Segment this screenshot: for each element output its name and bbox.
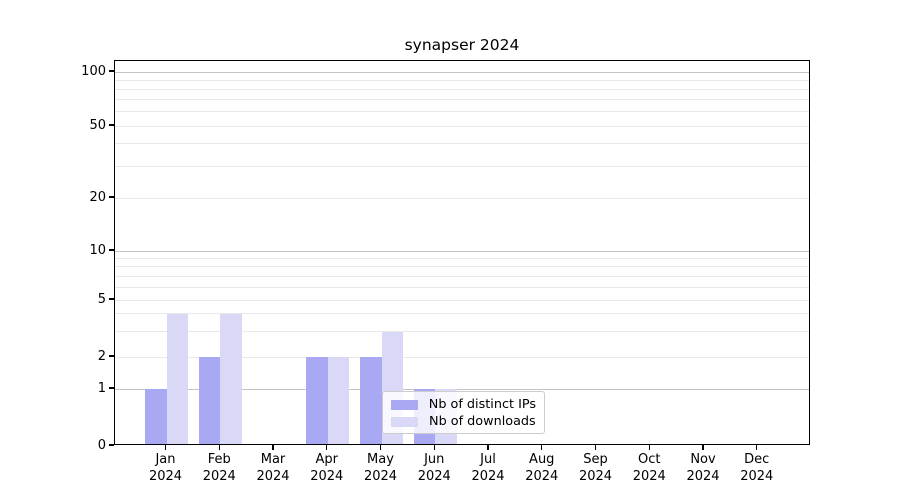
- y-tick-mark: [109, 387, 114, 389]
- minor-gridline: [115, 286, 809, 288]
- plot-area: [114, 60, 810, 445]
- x-tick-mark: [594, 445, 597, 450]
- minor-gridline: [115, 197, 809, 199]
- x-tick-label-mar: Mar 2024: [256, 452, 290, 484]
- y-tick-mark: [109, 444, 114, 446]
- bar-apr-distinct-ips: [306, 357, 328, 444]
- minor-gridline: [115, 79, 809, 81]
- minor-gridline: [115, 88, 809, 90]
- legend-item-distinct-ips: Nb of distinct IPs: [391, 397, 536, 412]
- y-tick-label: 1: [97, 380, 106, 396]
- x-tick-mark: [326, 445, 328, 450]
- y-tick-mark: [109, 70, 114, 72]
- x-tick-label-may: May 2024: [363, 452, 398, 484]
- x-tick-label-nov: Nov 2024: [686, 452, 720, 484]
- bar-jan-distinct-ips: [145, 389, 167, 444]
- bar-feb-downloads: [220, 313, 242, 444]
- x-tick-label-aug: Aug 2024: [525, 452, 559, 484]
- major-gridline: [115, 250, 809, 252]
- x-tick-mark: [756, 445, 758, 450]
- x-tick-label-jun: Jun 2024: [417, 452, 451, 484]
- x-tick-mark: [702, 445, 704, 450]
- minor-gridline: [115, 165, 809, 167]
- x-tick-mark: [433, 445, 435, 450]
- y-tick-label: 100: [81, 63, 106, 79]
- chart-title: synapser 2024: [404, 36, 520, 54]
- x-tick-label-apr: Apr 2024: [310, 452, 344, 484]
- y-tick-mark: [109, 124, 114, 126]
- x-tick-label-sep: Sep 2024: [578, 452, 613, 484]
- y-tick-label: 20: [89, 189, 106, 205]
- minor-gridline: [115, 275, 809, 277]
- minor-gridline: [115, 331, 809, 333]
- bar-may-distinct-ips: [360, 357, 382, 444]
- x-tick-label-jul: Jul 2024: [471, 452, 505, 484]
- major-gridline: [115, 388, 809, 390]
- legend: Nb of distinct IPs Nb of downloads: [382, 391, 545, 434]
- minor-gridline: [115, 266, 809, 268]
- minor-gridline: [115, 313, 809, 315]
- x-tick-label-oct: Oct 2024: [632, 452, 666, 484]
- minor-gridline: [115, 299, 809, 301]
- x-tick-mark: [164, 445, 167, 450]
- legend-label-downloads: Nb of downloads: [429, 414, 536, 429]
- bar-feb-distinct-ips: [198, 357, 221, 444]
- y-tick-mark: [109, 355, 114, 357]
- x-tick-mark: [648, 445, 650, 450]
- y-tick-label: 5: [97, 291, 106, 307]
- y-tick-label: 2: [97, 348, 106, 364]
- x-tick-mark: [487, 445, 489, 450]
- x-tick-mark: [541, 445, 543, 450]
- x-tick-label-dec: Dec 2024: [740, 452, 774, 484]
- minor-gridline: [115, 257, 809, 259]
- y-tick-mark: [109, 298, 114, 300]
- y-tick-label: 0: [97, 437, 106, 453]
- legend-item-downloads: Nb of downloads: [391, 414, 536, 429]
- legend-label-distinct-ips: Nb of distinct IPs: [428, 397, 536, 412]
- x-tick-mark: [379, 445, 382, 450]
- legend-swatch-distinct-ips: [391, 399, 418, 410]
- minor-gridline: [115, 99, 809, 101]
- y-tick-label: 10: [89, 242, 106, 258]
- minor-gridline: [115, 143, 809, 145]
- major-gridline: [115, 71, 809, 73]
- minor-gridline: [115, 111, 809, 113]
- y-tick-label: 50: [89, 117, 106, 133]
- x-tick-label-feb: Feb 2024: [202, 452, 236, 484]
- x-tick-mark: [218, 445, 220, 450]
- x-tick-label-jan: Jan 2024: [148, 452, 183, 484]
- legend-swatch-downloads: [391, 416, 418, 427]
- minor-gridline: [115, 125, 809, 127]
- y-tick-mark: [109, 249, 114, 251]
- minor-gridline: [115, 356, 809, 358]
- bar-apr-downloads: [327, 357, 350, 444]
- y-tick-mark: [109, 196, 114, 198]
- x-tick-mark: [272, 445, 274, 450]
- bar-jan-downloads: [166, 313, 188, 444]
